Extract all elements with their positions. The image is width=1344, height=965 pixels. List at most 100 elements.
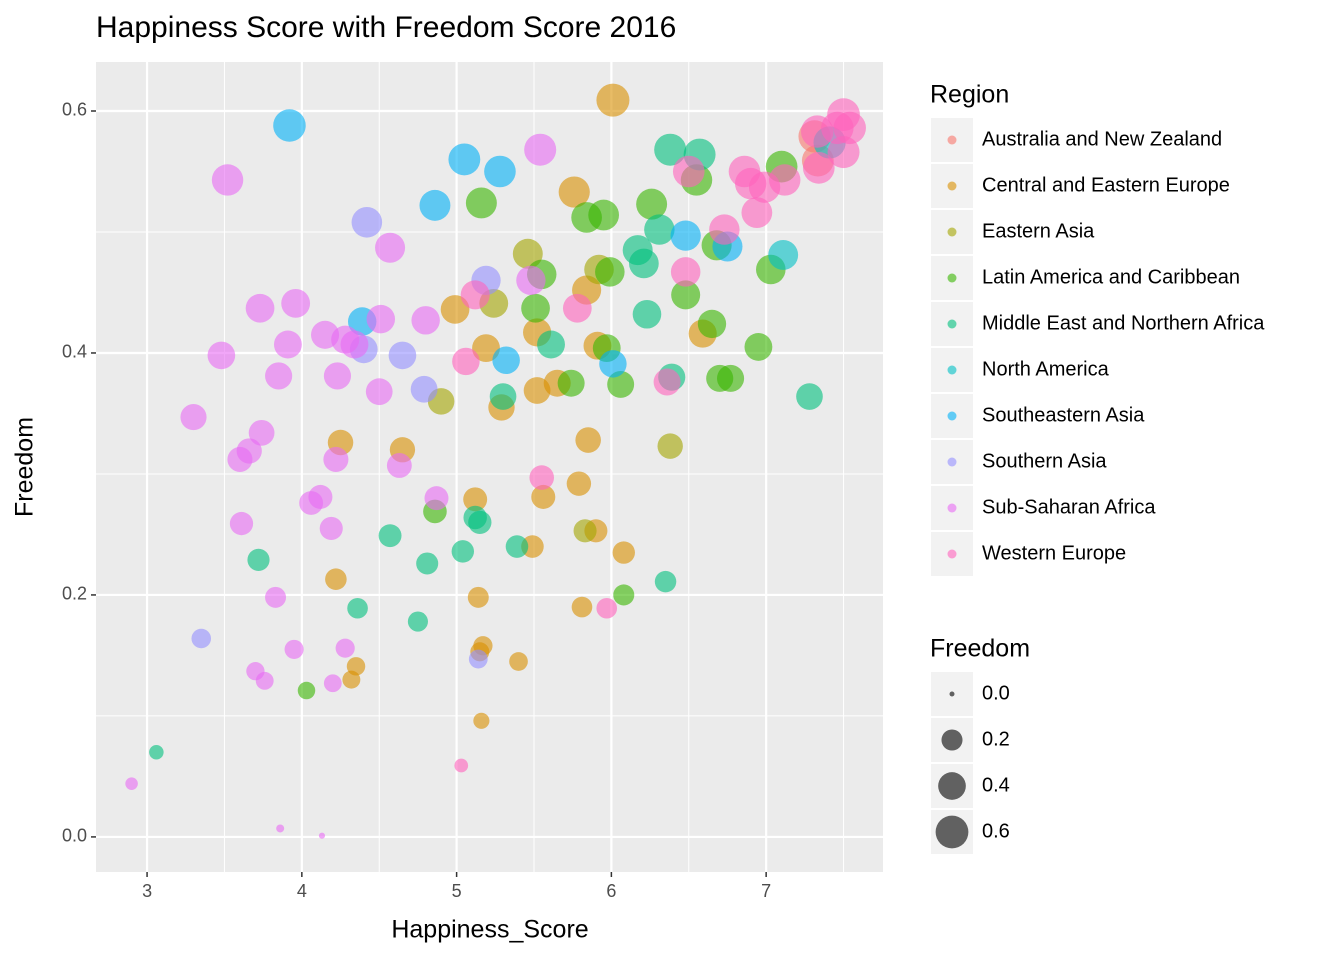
point	[558, 176, 590, 208]
legend-swatch	[947, 411, 957, 421]
point	[323, 674, 342, 693]
point	[562, 293, 592, 323]
legend-label: North America	[982, 358, 1110, 380]
legend-size	[949, 691, 955, 697]
point	[492, 346, 520, 374]
point	[612, 541, 635, 564]
point	[149, 744, 164, 760]
legend-label: Southeastern Asia	[982, 404, 1145, 426]
point	[247, 548, 270, 571]
point	[802, 152, 835, 184]
legend-size	[938, 772, 966, 800]
point	[521, 535, 544, 558]
legend-swatch	[947, 457, 957, 467]
point	[227, 446, 253, 472]
point	[351, 207, 383, 238]
point	[245, 293, 275, 323]
point	[557, 369, 585, 397]
point	[468, 649, 488, 669]
legend-label: Sub-Saharan Africa	[982, 496, 1156, 518]
point	[207, 341, 236, 370]
point	[342, 670, 361, 689]
point	[671, 280, 701, 310]
point	[347, 597, 368, 619]
point	[419, 189, 451, 221]
point	[827, 136, 860, 169]
point	[452, 347, 480, 376]
point	[325, 568, 347, 590]
point	[575, 427, 601, 453]
x-tick-label: 3	[142, 881, 152, 901]
point	[636, 188, 668, 220]
point	[595, 257, 625, 287]
point	[653, 368, 681, 396]
legend-label: Middle East and Northern Africa	[982, 312, 1265, 334]
point	[672, 155, 705, 188]
point	[273, 109, 306, 142]
point	[596, 597, 618, 619]
point	[340, 330, 369, 359]
chart-title: Happiness Score with Freedom Score 2016	[96, 11, 676, 44]
point	[629, 248, 659, 279]
x-tick-label: 5	[452, 881, 462, 901]
point	[335, 638, 355, 658]
point	[211, 164, 244, 196]
point	[467, 586, 489, 608]
point	[460, 280, 490, 310]
point	[323, 446, 349, 472]
point	[670, 257, 701, 287]
legend-swatch	[947, 503, 957, 513]
point	[378, 524, 402, 548]
point	[521, 293, 550, 323]
point	[588, 199, 620, 231]
x-tick-label: 4	[297, 881, 307, 901]
point	[365, 378, 393, 406]
y-tick-label: 0.2	[62, 584, 87, 604]
point	[440, 295, 470, 324]
legend-size	[935, 815, 969, 849]
point	[265, 362, 293, 390]
point	[566, 471, 592, 496]
legend-label: 0.0	[982, 682, 1010, 704]
legend-label: Australia and New Zealand	[982, 128, 1222, 150]
point	[229, 511, 254, 536]
point	[281, 288, 311, 318]
point	[657, 433, 683, 459]
point	[571, 596, 593, 618]
legend-label: Latin America and Caribbean	[982, 266, 1240, 288]
point	[297, 681, 316, 700]
point	[833, 111, 866, 145]
point	[463, 505, 487, 530]
legend-swatch	[947, 549, 957, 559]
size-legend-title: Freedom	[930, 635, 1030, 663]
point	[516, 265, 546, 296]
point	[741, 197, 773, 229]
point	[654, 133, 687, 166]
point	[191, 628, 212, 649]
legend-label: 0.6	[982, 820, 1010, 842]
point	[319, 516, 343, 540]
point	[125, 777, 138, 790]
point	[796, 383, 823, 410]
point	[255, 671, 274, 690]
point	[416, 552, 439, 575]
point	[472, 334, 500, 363]
point	[748, 171, 781, 203]
legend-label: Southern Asia	[982, 450, 1107, 472]
point	[375, 232, 406, 263]
color-legend-title: Region	[930, 81, 1009, 109]
point	[366, 304, 396, 334]
legend-swatch	[947, 227, 957, 237]
point	[632, 299, 662, 329]
x-tick-label: 6	[606, 881, 616, 901]
y-tick-label: 0.0	[62, 826, 87, 846]
point	[531, 484, 556, 509]
y-tick-label: 0.6	[62, 100, 87, 120]
legend-swatch	[947, 365, 957, 375]
point	[248, 419, 275, 446]
x-tick-label: 7	[761, 881, 771, 901]
point	[484, 155, 516, 188]
legend-label: 0.4	[982, 774, 1010, 796]
point	[697, 309, 727, 339]
legend-swatch	[947, 135, 957, 145]
